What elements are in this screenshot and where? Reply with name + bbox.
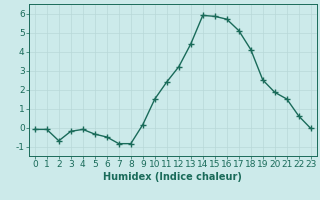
X-axis label: Humidex (Indice chaleur): Humidex (Indice chaleur) [103, 172, 242, 182]
